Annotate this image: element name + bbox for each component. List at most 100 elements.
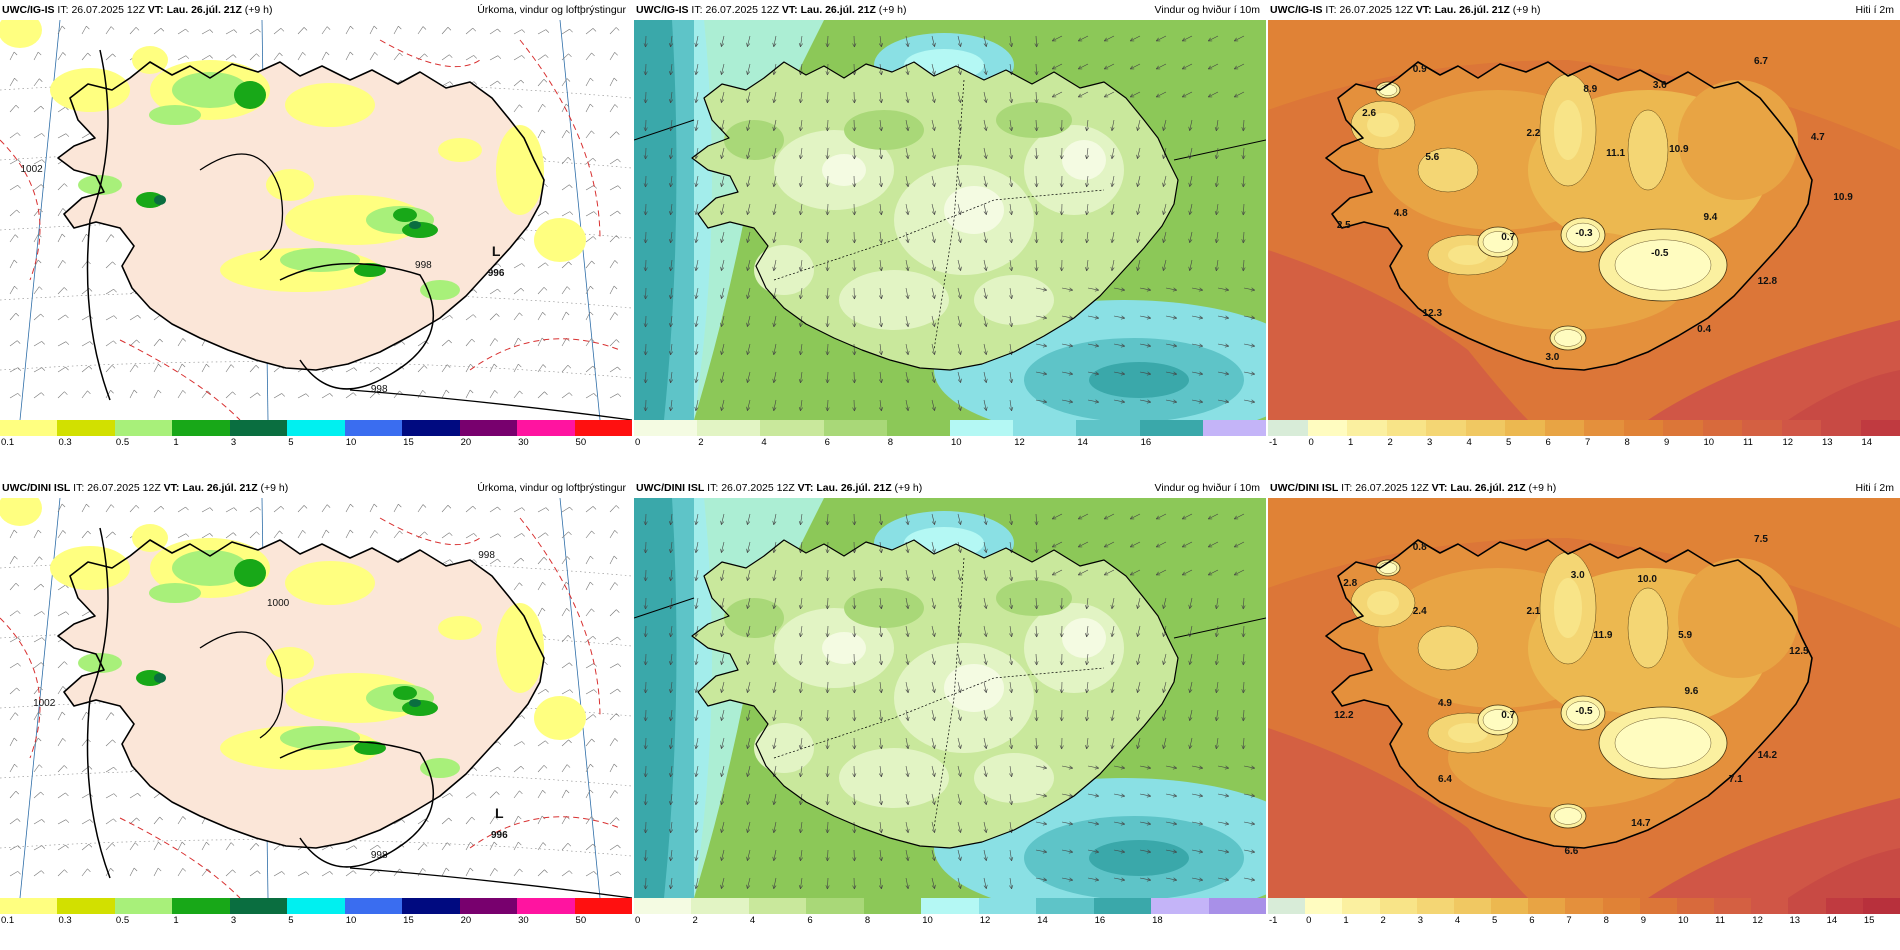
legend-swatch (1379, 898, 1418, 914)
legend-swatch (950, 420, 1014, 436)
map-panel-4: UWC/DINI ISL IT: 26.07.2025 12Z VT: Lau.… (0, 478, 632, 948)
legend-tick: 16 (1140, 437, 1152, 448)
map-precip: L 996 998 1000 1002 998 (0, 498, 632, 898)
temperature-land-bands (1350, 551, 1798, 808)
precip-light (285, 83, 375, 127)
map-canvas: 0.9 6.7 2.6 8.9 3.6 2.2 4.7 5.6 11.1 10.9 10.9 4.8 2… (1268, 20, 1900, 420)
legend-tick: 2 (692, 915, 698, 926)
precip-heavy (393, 208, 417, 222)
legend-swatch (1491, 898, 1529, 914)
color-legend: -1 0 1 2 3 4 5 6 7 8 9 10 11 12 13 14 15 (1268, 898, 1900, 928)
precip-light (266, 169, 314, 201)
region-boundary (773, 667, 1105, 759)
isobar (199, 631, 284, 739)
legend-swatch (1208, 898, 1266, 914)
valid-label: VT: (1415, 4, 1432, 16)
legend-tick: 15 (403, 437, 414, 448)
legend-swatch (1268, 898, 1306, 914)
map-panel-3: UWC/IG-IS IT: 26.07.2025 12Z VT: Lau. 26… (1268, 0, 1900, 470)
legend-tick: 5 (1506, 437, 1512, 448)
map-panel-1: UWC/IG-IS IT: 26.07.2025 12Z VT: Lau. 26… (0, 0, 632, 470)
map-panel-5: UWC/DINI ISL IT: 26.07.2025 12Z VT: Lau.… (634, 478, 1266, 948)
legend-tick: 7 (1585, 437, 1591, 448)
legend-tick: 50 (575, 915, 587, 926)
legend-tick: 12 (1014, 437, 1025, 448)
lead-time: (+9 h) (1528, 482, 1557, 494)
legend-swatch (574, 898, 632, 914)
legend-swatch (978, 898, 1037, 914)
legend-tick: 11 (1715, 915, 1725, 926)
legend-swatch (0, 420, 58, 436)
legend-swatch (344, 420, 403, 436)
panel-title: Vindur og hviður í 10m (1154, 4, 1260, 16)
legend-swatch (1862, 898, 1900, 914)
legend-tick: 15 (403, 915, 414, 926)
temperature-label: 0.7 (1501, 710, 1515, 721)
temperature-field (1268, 20, 1900, 420)
legend-swatch (57, 420, 116, 436)
legend-swatch (229, 420, 288, 436)
legend-tick: 10 (345, 437, 357, 448)
legend-swatch (172, 898, 231, 914)
legend-tick: 10 (951, 437, 962, 448)
legend-tick: 8 (1624, 437, 1630, 448)
legend-swatch (1426, 420, 1466, 436)
legend-swatch (229, 898, 288, 914)
legend-swatch (344, 898, 403, 914)
legend-tick: 0.1 (1, 915, 15, 926)
temperature-label: 11.1 (1606, 148, 1625, 159)
legend-swatch (1386, 420, 1427, 436)
init-time: 26.07.2025 12Z (1339, 4, 1413, 16)
model-name: UWC/IG-IS (2, 4, 55, 16)
precipitation-field (0, 498, 586, 778)
legend-swatch (1268, 420, 1308, 436)
wind-low-areas (724, 102, 1124, 330)
legend-tick: 0 (635, 437, 641, 448)
legend-swatch (1076, 420, 1141, 436)
meridian-line (559, 20, 601, 420)
legend-tick: 13 (1822, 437, 1833, 448)
temperature-label: 12.5 (1789, 646, 1809, 657)
map-panel-6: UWC/DINI ISL IT: 26.07.2025 12Z VT: Lau.… (1268, 478, 1900, 948)
legend-swatch (1151, 898, 1210, 914)
valid-label: VT: (797, 482, 814, 494)
pressure-label: 1002 (33, 698, 56, 709)
temperature-contours (0, 39, 621, 420)
region-boundary (773, 189, 1105, 281)
legend-tick: 5 (1492, 915, 1498, 926)
temperature-label: 10.0 (1637, 574, 1657, 585)
init-label: IT: (691, 4, 703, 16)
legend-swatch (1788, 898, 1827, 914)
panel-meta: UWC/DINI ISL IT: 26.07.2025 12Z VT: Lau.… (2, 478, 288, 498)
color-legend: 0 2 4 6 8 10 12 14 16 (634, 420, 1266, 450)
legend-tick: 3 (1427, 437, 1433, 448)
legend-swatch (634, 420, 698, 436)
legend-tick: 6 (1529, 915, 1535, 926)
legend-tick: 0.3 (58, 437, 72, 448)
panel-title: Vindur og hviður í 10m (1154, 482, 1260, 494)
legend-swatch (1860, 420, 1900, 436)
temperature-label: 10.9 (1669, 144, 1689, 155)
legend-swatch (806, 898, 865, 914)
legend-tick: 10 (1677, 915, 1689, 926)
panel-header: UWC/IG-IS IT: 26.07.2025 12Z VT: Lau. 26… (1268, 0, 1900, 20)
temperature-label: 4.8 (1394, 208, 1408, 219)
precip-intense (154, 673, 166, 683)
wind-low-areas (724, 580, 1124, 808)
temperature-label: 2.5 (1337, 220, 1351, 231)
legend-swatch (1544, 420, 1585, 436)
legend-swatch (697, 420, 761, 436)
temperature-label: 8.9 (1583, 84, 1597, 95)
precip-heavy (234, 559, 266, 587)
legend-swatch (1139, 420, 1204, 436)
legend-tick: 9 (1664, 437, 1670, 448)
temperature-label: 5.6 (1425, 152, 1439, 163)
legend-tick: -1 (1269, 915, 1278, 926)
legend-swatch (57, 898, 116, 914)
pressure-label: 996 (491, 830, 508, 841)
legend-tick: -1 (1269, 437, 1278, 448)
pressure-label: 998 (371, 850, 388, 861)
precip-heavy (234, 81, 266, 109)
map-canvas: L 996 998 998 1002 (0, 20, 632, 420)
temperature-label: 3.0 (1571, 570, 1585, 581)
